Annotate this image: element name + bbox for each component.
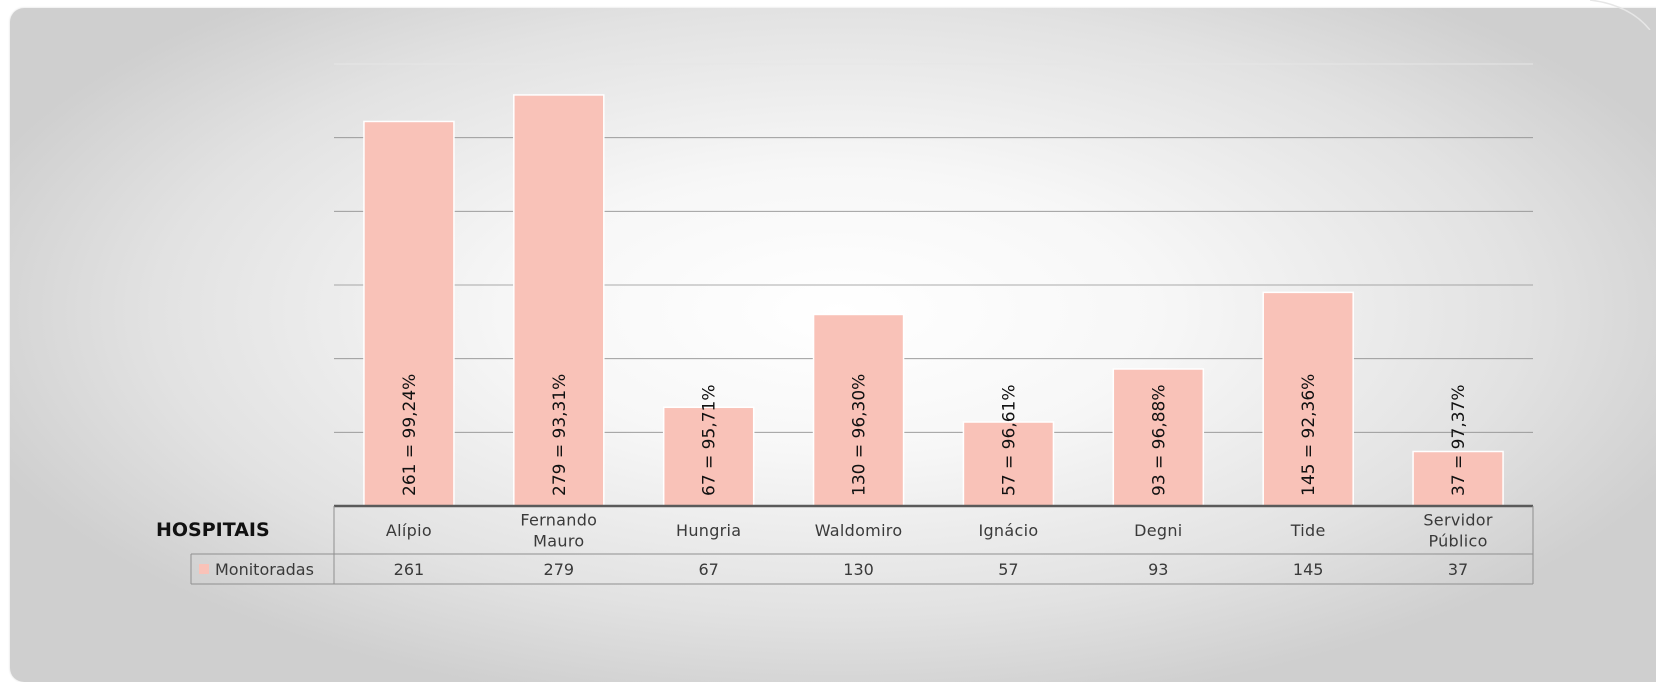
bar-data-label: 145 = 92,36% [1299, 374, 1319, 496]
bar [962, 421, 1055, 507]
table-value: 67 [699, 560, 719, 579]
legend-label: Monitoradas [215, 560, 314, 579]
bar [363, 120, 455, 507]
x-tick-label: Mauro [533, 532, 584, 551]
bar-data-label: 130 = 96,30% [850, 374, 870, 496]
bar-data-label: 67 = 95,71% [700, 384, 720, 496]
bar-data-label: 261 = 99,24% [400, 374, 420, 496]
x-tick-label: Ignácio [978, 521, 1038, 540]
table-value: 145 [1293, 560, 1324, 579]
legend-swatch [199, 564, 209, 574]
table-value: 37 [1448, 560, 1468, 579]
table-header: HOSPITAIS [156, 519, 270, 541]
x-tick-label: Tide [1290, 521, 1326, 540]
x-tick-label: Degni [1134, 521, 1182, 540]
bar [513, 94, 605, 507]
x-tick-label: Waldomiro [815, 521, 903, 540]
table-value: 93 [1148, 560, 1168, 579]
bar [812, 313, 905, 507]
table-value: 261 [394, 560, 425, 579]
table-value: 130 [843, 560, 874, 579]
bar-data-label: 37 = 97,37% [1449, 384, 1469, 496]
bar-data-label: 57 = 96,61% [999, 384, 1019, 496]
x-tick-label: Servidor [1423, 511, 1493, 530]
x-tick-label: Público [1428, 532, 1487, 551]
bar [1262, 291, 1354, 507]
x-tick-label: Fernando [520, 511, 597, 530]
bars [363, 94, 1504, 507]
data-table: Alípio 261 Fernando Mauro 279 Hungria 67 Waldom… [190, 504, 1534, 585]
bar [1112, 368, 1205, 507]
bar-data-label: 279 = 93,31% [550, 374, 570, 496]
bar-labels: 261 = 99,24% 279 = 93,31% 67 = 95,71% 130 =… [400, 374, 1469, 496]
corner-decoration [1590, 0, 1651, 30]
table-value: 57 [998, 560, 1018, 579]
bar-data-label: 93 = 96,88% [1149, 384, 1169, 496]
x-tick-label: Alípio [386, 521, 432, 540]
x-tick-label: Hungria [676, 521, 741, 540]
table-value: 279 [544, 560, 575, 579]
